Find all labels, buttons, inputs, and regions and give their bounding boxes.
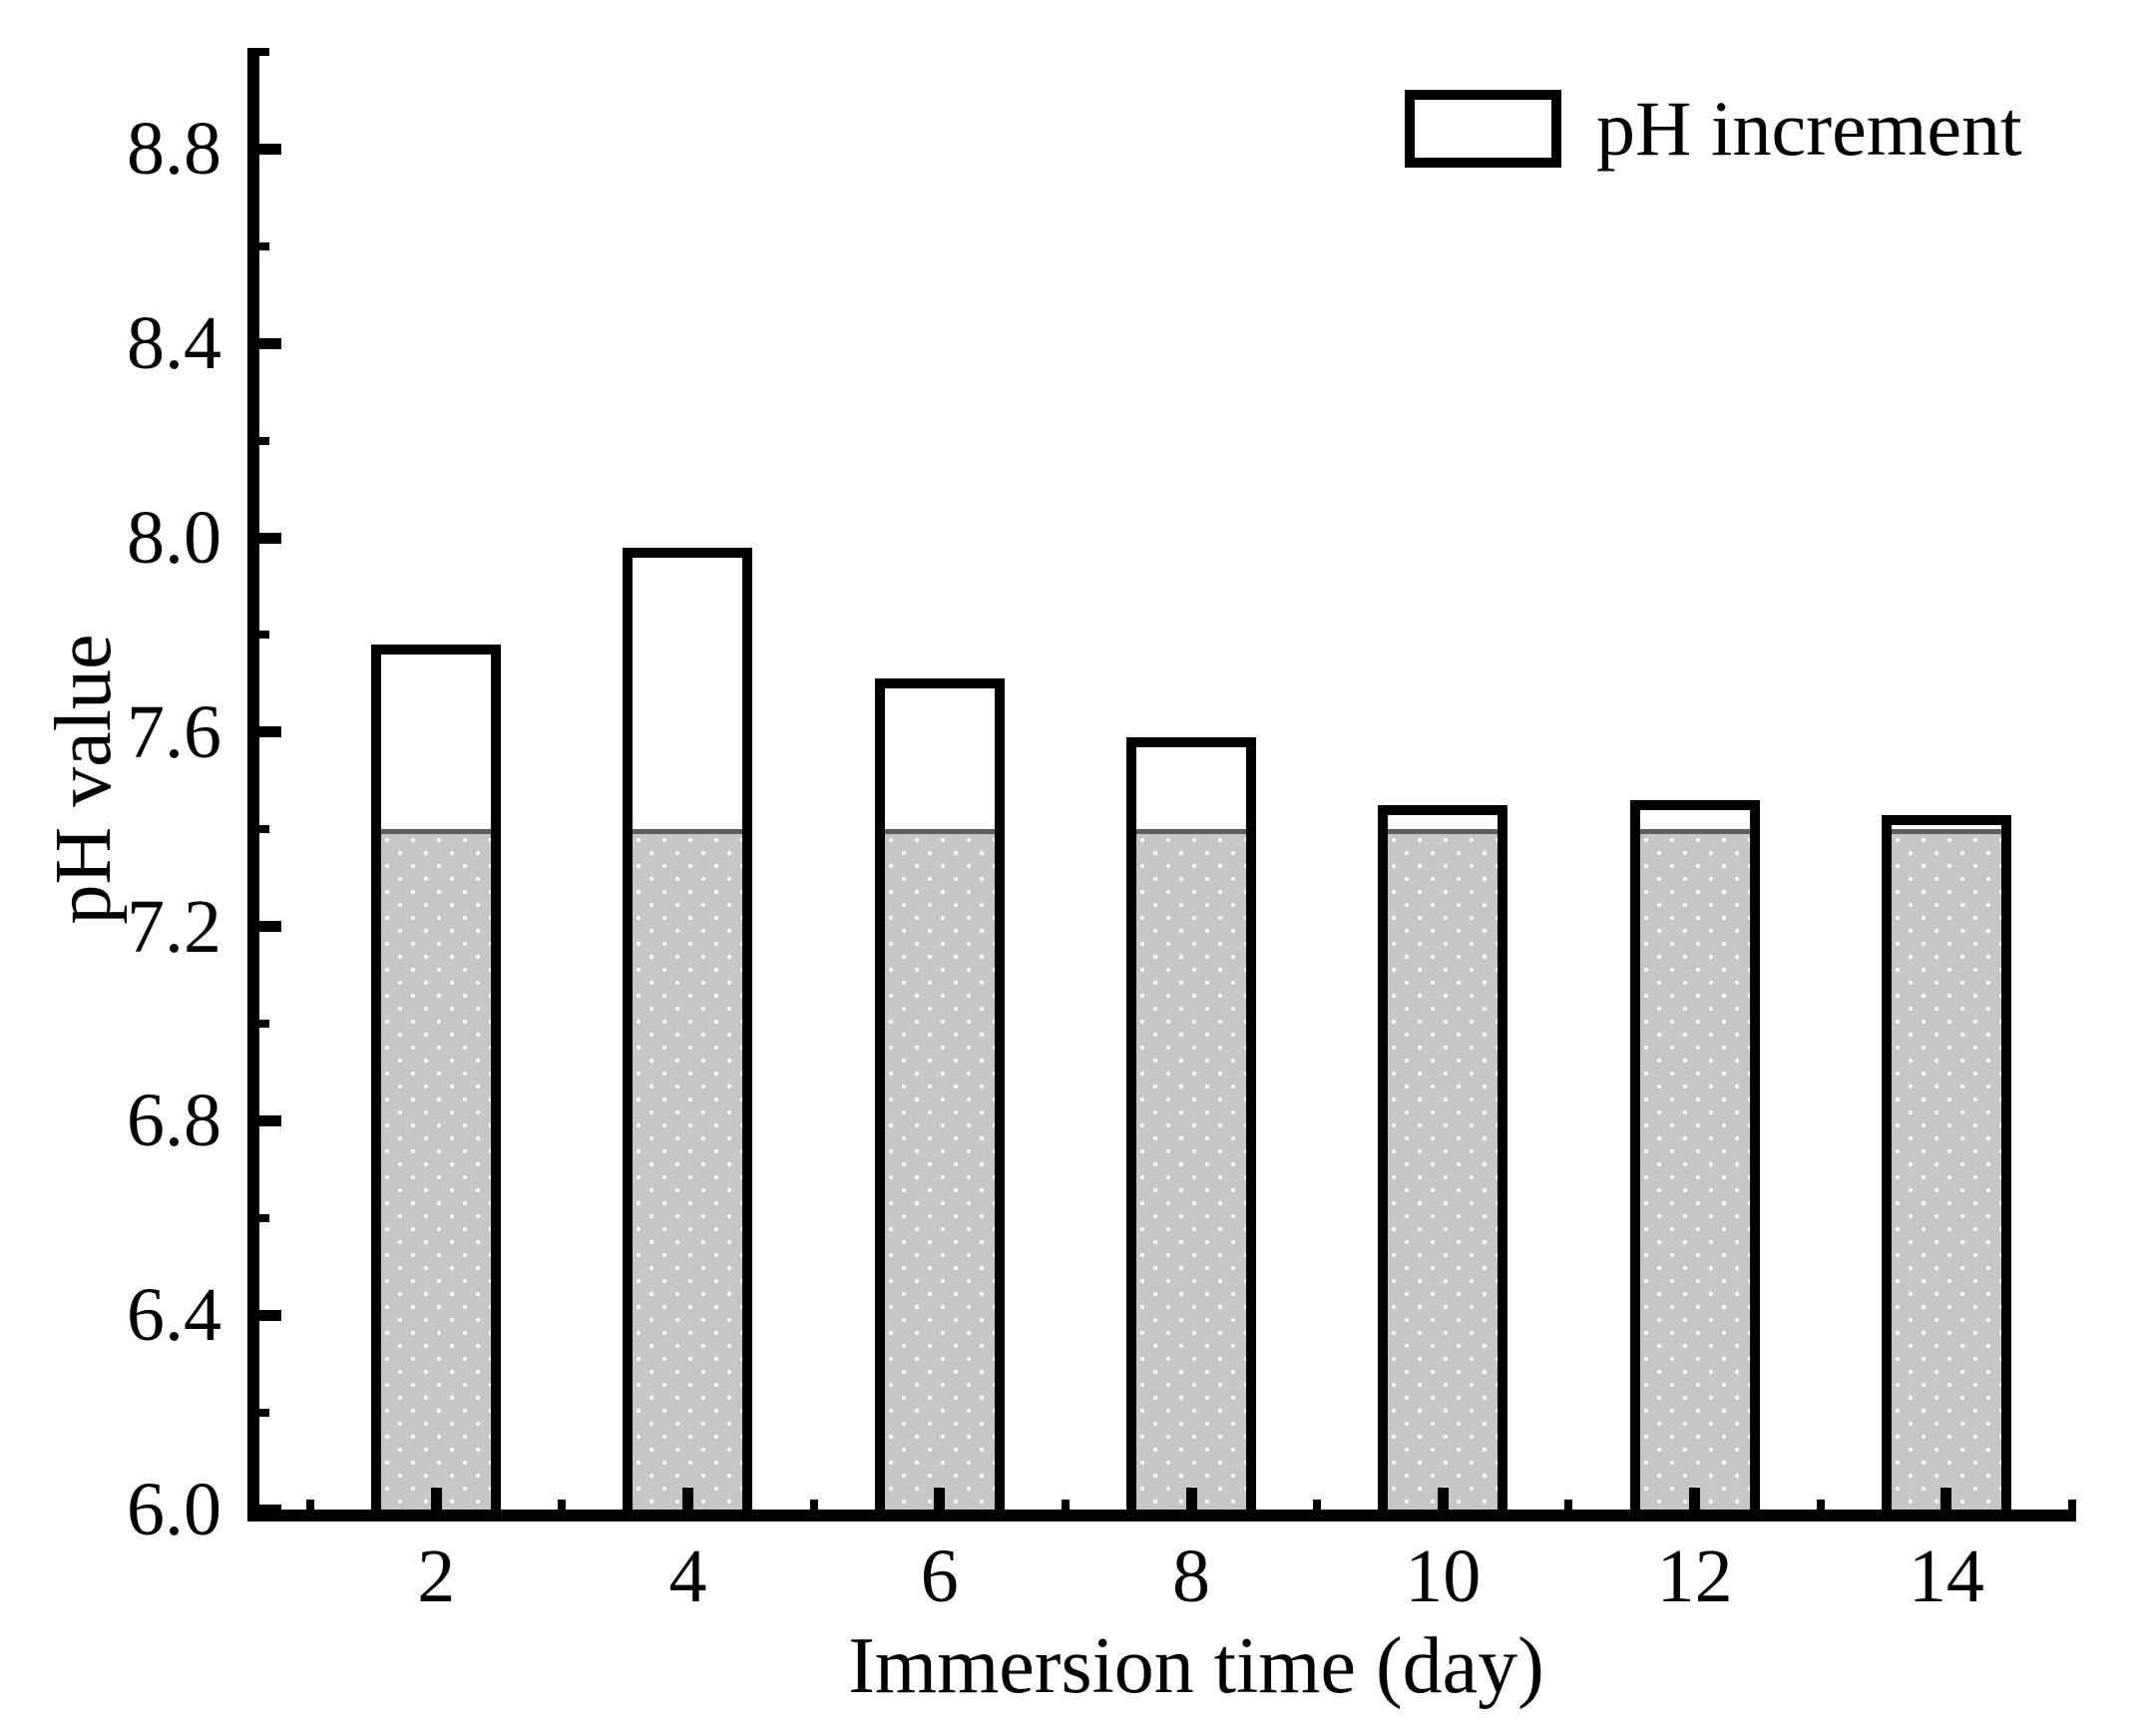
bar-base-fill-day-10 — [1388, 829, 1499, 1512]
y-axis-tick-label: 8.8 — [127, 107, 221, 192]
x-axis-major-tick — [1437, 1488, 1449, 1521]
y-axis-minor-tick — [247, 825, 269, 834]
legend-label-ph-increment: pH increment — [1596, 85, 2022, 172]
y-axis-title: pH value — [40, 634, 128, 925]
x-axis-line — [247, 1510, 2072, 1521]
y-axis-minor-tick — [247, 1213, 269, 1222]
y-axis-major-tick — [247, 1309, 281, 1321]
bar-base-fill-day-14 — [1891, 829, 2001, 1512]
x-axis-tick-label: 6 — [920, 1534, 959, 1618]
y-axis-major-tick — [247, 532, 281, 544]
y-axis-minor-tick — [247, 631, 269, 640]
x-axis-minor-tick — [306, 1500, 315, 1521]
bar-day-2 — [371, 645, 502, 1512]
y-axis-minor-tick — [247, 1408, 269, 1417]
x-axis-major-tick — [1940, 1488, 1952, 1521]
y-axis-tick-label: 6.4 — [127, 1273, 221, 1358]
x-axis-tick-label: 4 — [668, 1534, 707, 1618]
y-axis-line — [247, 52, 259, 1521]
x-axis-tick-label: 12 — [1656, 1534, 1733, 1618]
bar-day-8 — [1126, 736, 1257, 1512]
x-axis-major-tick — [1185, 1488, 1197, 1521]
legend-swatch-ph-increment — [1405, 90, 1561, 168]
y-axis-minor-tick — [247, 1020, 269, 1028]
bar-day-14 — [1881, 814, 2011, 1512]
y-axis-major-tick — [247, 726, 281, 738]
y-axis-major-tick — [247, 921, 281, 933]
y-axis-major-tick — [247, 1114, 281, 1126]
y-axis-major-tick — [247, 1504, 281, 1516]
y-axis-tick-label: 7.6 — [127, 689, 221, 774]
x-axis-minor-tick — [809, 1500, 818, 1521]
bar-base-fill-day-8 — [1136, 829, 1247, 1512]
x-axis-minor-tick — [1564, 1500, 1573, 1521]
x-axis-minor-tick — [2068, 1500, 2076, 1521]
x-axis-tick-label: 14 — [1908, 1534, 1984, 1618]
y-axis-major-tick — [247, 337, 281, 349]
x-axis-minor-tick — [1313, 1500, 1322, 1521]
y-axis-major-tick — [247, 143, 281, 155]
x-axis-major-tick — [681, 1488, 693, 1521]
x-axis-major-tick — [1689, 1488, 1701, 1521]
bar-base-fill-day-12 — [1639, 829, 1750, 1512]
bar-day-10 — [1378, 804, 1508, 1512]
y-axis-minor-tick — [247, 241, 269, 250]
y-axis-tick-label: 8.4 — [127, 301, 221, 386]
x-axis-minor-tick — [1061, 1500, 1070, 1521]
y-axis-tick-label: 6.8 — [127, 1079, 221, 1163]
bar-base-fill-day-6 — [884, 829, 995, 1512]
bar-day-12 — [1629, 799, 1760, 1512]
x-axis-tick-label: 2 — [417, 1534, 456, 1618]
x-axis-tick-label: 8 — [1172, 1534, 1211, 1618]
x-axis-minor-tick — [558, 1500, 567, 1521]
x-axis-major-tick — [430, 1488, 442, 1521]
x-axis-tick-label: 10 — [1405, 1534, 1482, 1618]
y-axis-tick-label: 7.2 — [127, 884, 221, 969]
x-axis-title: Immersion time (day) — [848, 1622, 1544, 1710]
bar-day-4 — [623, 547, 753, 1512]
x-axis-major-tick — [934, 1488, 946, 1521]
bar-base-fill-day-4 — [633, 829, 743, 1512]
y-axis-minor-tick — [247, 48, 269, 56]
y-axis-tick-label: 6.0 — [127, 1468, 221, 1551]
bar-day-6 — [874, 678, 1005, 1512]
y-axis-minor-tick — [247, 436, 269, 445]
bar-base-fill-day-2 — [381, 829, 492, 1512]
x-axis-minor-tick — [1816, 1500, 1825, 1521]
y-axis-tick-label: 8.0 — [127, 496, 221, 580]
